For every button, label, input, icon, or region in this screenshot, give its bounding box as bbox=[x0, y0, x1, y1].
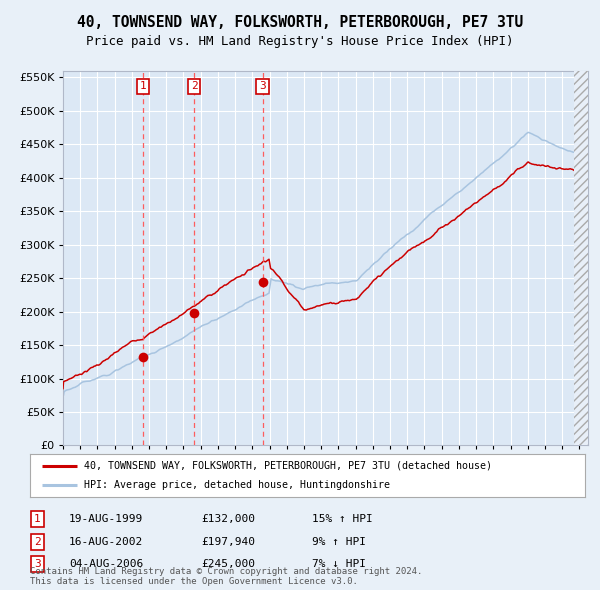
Text: 2: 2 bbox=[191, 81, 197, 91]
Text: Contains HM Land Registry data © Crown copyright and database right 2024.
This d: Contains HM Land Registry data © Crown c… bbox=[30, 567, 422, 586]
Text: £132,000: £132,000 bbox=[201, 514, 255, 524]
Text: 1: 1 bbox=[34, 514, 41, 524]
Text: 1: 1 bbox=[139, 81, 146, 91]
Text: 3: 3 bbox=[34, 559, 41, 569]
Text: £197,940: £197,940 bbox=[201, 537, 255, 546]
Text: 9% ↑ HPI: 9% ↑ HPI bbox=[312, 537, 366, 546]
Text: £245,000: £245,000 bbox=[201, 559, 255, 569]
Text: 3: 3 bbox=[259, 81, 266, 91]
Text: 19-AUG-1999: 19-AUG-1999 bbox=[69, 514, 143, 524]
Polygon shape bbox=[574, 71, 588, 445]
Text: 16-AUG-2002: 16-AUG-2002 bbox=[69, 537, 143, 546]
Text: 40, TOWNSEND WAY, FOLKSWORTH, PETERBOROUGH, PE7 3TU: 40, TOWNSEND WAY, FOLKSWORTH, PETERBOROU… bbox=[77, 15, 523, 30]
Text: 7% ↓ HPI: 7% ↓ HPI bbox=[312, 559, 366, 569]
Text: HPI: Average price, detached house, Huntingdonshire: HPI: Average price, detached house, Hunt… bbox=[85, 480, 391, 490]
Text: 40, TOWNSEND WAY, FOLKSWORTH, PETERBOROUGH, PE7 3TU (detached house): 40, TOWNSEND WAY, FOLKSWORTH, PETERBOROU… bbox=[85, 461, 493, 471]
Text: Price paid vs. HM Land Registry's House Price Index (HPI): Price paid vs. HM Land Registry's House … bbox=[86, 35, 514, 48]
Text: 04-AUG-2006: 04-AUG-2006 bbox=[69, 559, 143, 569]
Text: 2: 2 bbox=[34, 537, 41, 546]
Text: 15% ↑ HPI: 15% ↑ HPI bbox=[312, 514, 373, 524]
